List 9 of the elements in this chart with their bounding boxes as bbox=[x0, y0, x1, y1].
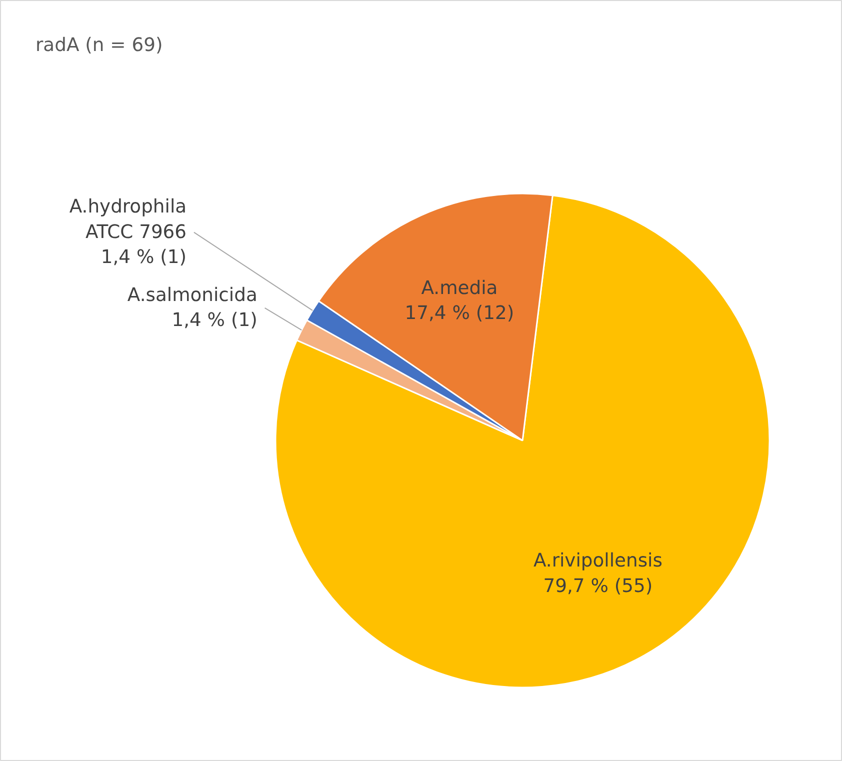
data-label: 1,4 % (1) bbox=[100, 247, 187, 268]
slice-label: A.rivipollensis bbox=[533, 550, 662, 572]
slice-label: A.hydrophila ATCC 7966 bbox=[69, 196, 187, 243]
data-label: 79,7 % (55) bbox=[543, 576, 653, 597]
chart-title: radA (n = 69) bbox=[36, 35, 163, 56]
slice-label: A.salmonicida bbox=[127, 284, 258, 306]
data-label: 1,4 % (1) bbox=[172, 310, 258, 332]
data-label: 17,4 % (12) bbox=[404, 303, 514, 324]
slice-label: A.media bbox=[421, 278, 498, 299]
